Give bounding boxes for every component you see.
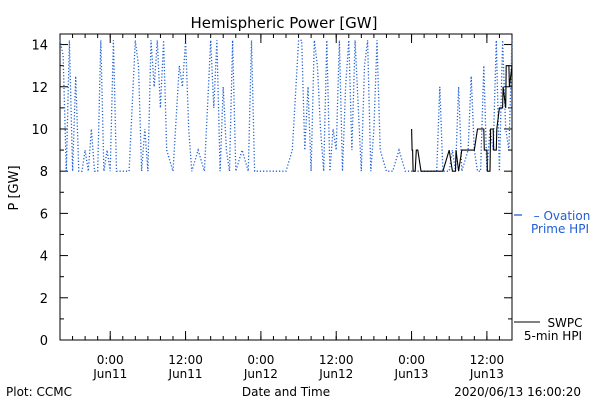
x-tick-time-label: 12:00: [168, 353, 203, 367]
y-axis-ticks: 0 2 4 6 8 10 12 14: [31, 39, 512, 349]
x-tick-date-label: Jun13: [394, 367, 429, 381]
legend: – Ovation Prime HPI SWPC 5-min HPI: [514, 209, 590, 343]
y-tick-label: 8: [40, 165, 48, 180]
footer-timestamp: 2020/06/13 16:00:20: [454, 385, 581, 399]
plot-frame: [59, 33, 513, 341]
x-tick-date-label: Jun13: [469, 367, 504, 381]
y-tick-label: 0: [40, 334, 48, 349]
footer-plot-credit: Plot: CCMC: [6, 385, 72, 399]
x-tick-time-label: 0:00: [398, 353, 425, 367]
x-tick-date-label: Jun11: [92, 367, 127, 381]
y-tick-label: 6: [40, 207, 48, 222]
x-axis-ticks: 0:00Jun1112:00Jun110:00Jun1212:00Jun120:…: [59, 34, 513, 381]
series-ovation-prime-line: [59, 39, 513, 172]
x-tick-date-label: Jun12: [243, 367, 278, 381]
x-tick-date-label: Jun11: [168, 367, 203, 381]
y-axis-label: P [GW]: [7, 165, 22, 210]
x-axis-label: Date and Time: [242, 385, 330, 399]
y-tick-label: 2: [40, 292, 48, 307]
y-tick-label: 12: [31, 81, 48, 96]
x-tick-date-label: Jun12: [318, 367, 353, 381]
x-tick-time-label: 12:00: [470, 353, 505, 367]
series-layer: [59, 39, 513, 172]
legend-swpc-line1: SWPC: [547, 316, 582, 330]
legend-swpc-line2: 5-min HPI: [524, 329, 582, 343]
y-tick-label: 10: [31, 123, 48, 138]
legend-ovation-line2: Prime HPI: [531, 222, 589, 236]
y-tick-label: 14: [31, 39, 48, 54]
legend-ovation-line1: – Ovation: [534, 209, 591, 223]
x-tick-time-label: 0:00: [97, 353, 124, 367]
plot-area: [59, 33, 513, 341]
x-tick-time-label: 0:00: [247, 353, 274, 367]
x-tick-time-label: 12:00: [319, 353, 354, 367]
series-swpc-line: [411, 65, 513, 172]
chart-title: Hemispheric Power [GW]: [191, 14, 378, 32]
y-tick-label: 4: [40, 250, 48, 265]
